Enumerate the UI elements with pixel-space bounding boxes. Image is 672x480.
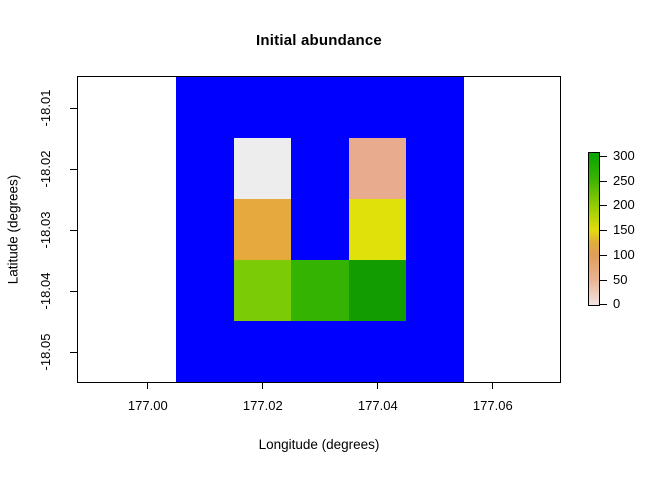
y-axis-tick <box>70 107 77 109</box>
heatmap-cell <box>233 260 292 321</box>
y-axis-tick <box>70 229 77 231</box>
plot-title: Initial abundance <box>256 32 382 49</box>
colorbar-tick <box>600 155 607 157</box>
y-axis-tick-label: -18.04 <box>38 272 53 309</box>
x-axis-tick-label: 177.00 <box>127 398 168 413</box>
x-axis-tick-label: 177.04 <box>357 398 398 413</box>
background-region <box>176 77 464 382</box>
x-axis-title: Longitude (degrees) <box>258 437 380 452</box>
x-axis-tick <box>377 382 379 389</box>
colorbar-gradient <box>589 153 599 305</box>
colorbar-tick-label: 300 <box>613 147 635 163</box>
colorbar-tick <box>600 180 607 182</box>
y-axis-tick-label: -18.02 <box>38 150 53 187</box>
heatmap-cell <box>348 138 407 199</box>
plot-box <box>77 76 561 383</box>
colorbar-tick-label: 50 <box>613 271 628 287</box>
colorbar-tick-label: 250 <box>613 172 635 188</box>
colorbar-tick-label: 150 <box>613 222 635 238</box>
y-axis-tick <box>70 351 77 353</box>
x-axis-tick <box>147 382 149 389</box>
x-axis-tick-label: 177.02 <box>242 398 283 413</box>
y-axis-tick <box>70 290 77 292</box>
y-axis-tick-label: -18.03 <box>38 211 53 248</box>
colorbar-tick <box>600 205 607 207</box>
heatmap-cell <box>291 260 349 321</box>
y-axis-title: Latitude (degrees) <box>5 174 21 285</box>
heatmap-area <box>78 77 560 382</box>
colorbar-tick <box>600 304 607 306</box>
colorbar-tick-label: 0 <box>613 296 621 312</box>
colorbar <box>588 152 600 306</box>
heatmap-cell <box>233 199 292 260</box>
y-axis-tick <box>70 168 77 170</box>
colorbar-tick <box>600 254 607 256</box>
x-axis-tick <box>492 382 494 389</box>
heatmap-cell <box>348 199 407 260</box>
heatmap-cell <box>348 260 407 321</box>
colorbar-tick-label: 100 <box>613 246 635 262</box>
colorbar-tick-label: 200 <box>613 197 635 213</box>
colorbar-tick <box>600 279 607 281</box>
x-axis-tick <box>262 382 264 389</box>
y-axis-tick-label: -18.05 <box>38 333 53 370</box>
colorbar-tick <box>600 230 607 232</box>
heatmap-cell <box>233 138 292 199</box>
y-axis-tick-label: -18.01 <box>38 89 53 126</box>
x-axis-tick-label: 177.06 <box>472 398 513 413</box>
